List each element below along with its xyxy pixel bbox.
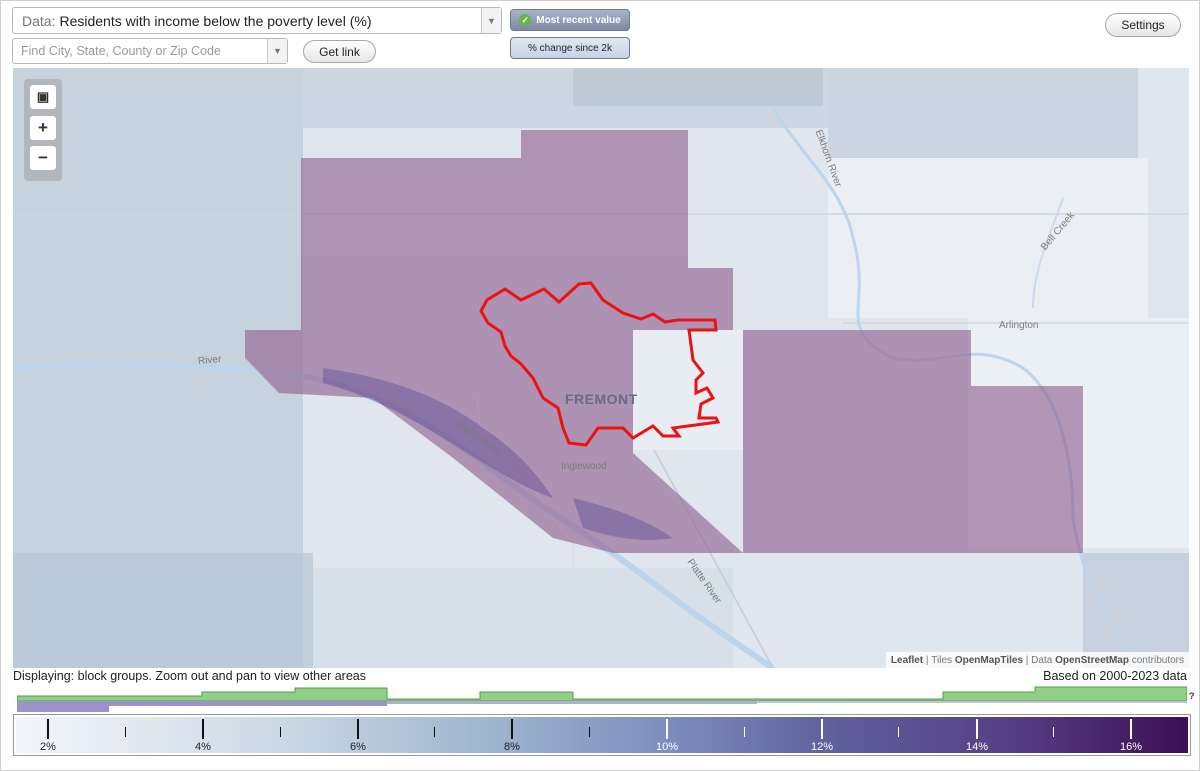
map-label-river-west: River	[197, 354, 222, 367]
settings-button[interactable]: Settings	[1105, 13, 1181, 37]
map-attribution: Leaflet | Tiles OpenMapTiles | Data Open…	[885, 652, 1189, 668]
city-outline	[479, 281, 721, 447]
most-recent-value-button[interactable]: ✓ Most recent value	[510, 9, 630, 31]
fullscreen-icon[interactable]: ▣	[30, 85, 56, 109]
zoom-in-button[interactable]: +	[30, 116, 56, 140]
zoom-control: ▣ + −	[24, 79, 62, 181]
legend-minor-tick	[898, 727, 899, 737]
chevron-down-icon[interactable]: ▼	[267, 39, 287, 63]
legend-label: 2%	[40, 741, 56, 753]
legend-tick	[357, 719, 359, 739]
legend-label: 8%	[504, 741, 520, 753]
legend-tick	[1130, 719, 1132, 739]
legend-tick	[511, 719, 513, 739]
legend-label: 10%	[655, 741, 679, 753]
data-selector-label: Data:	[22, 12, 56, 29]
openmaptiles-link[interactable]: OpenMapTiles	[954, 654, 1023, 666]
location-search-input[interactable]: Find City, State, County or Zip Code ▼	[12, 38, 288, 64]
legend-minor-tick	[434, 727, 435, 737]
map-canvas[interactable]: FREMONT Inglewood Arlington Bell Creek E…	[13, 68, 1189, 668]
unknown-value-mark: ?	[1189, 691, 1195, 701]
city-label: FREMONT	[565, 391, 638, 407]
legend-label: 6%	[350, 741, 366, 753]
legend-minor-tick	[280, 727, 281, 737]
legend-tick	[47, 719, 49, 739]
legend-label: 12%	[810, 741, 834, 753]
legend-tick	[821, 719, 823, 739]
legend-minor-tick	[125, 727, 126, 737]
leaflet-link[interactable]: Leaflet	[890, 654, 924, 666]
legend-label: 16%	[1119, 741, 1143, 753]
chevron-down-icon[interactable]: ▼	[481, 8, 501, 33]
color-legend: 2% 4% 6% 8% 10% 12% 14% 16%	[13, 714, 1191, 756]
legend-minor-tick	[744, 727, 745, 737]
legend-tick	[202, 719, 204, 739]
most-recent-value-label: Most recent value	[536, 14, 621, 26]
legend-label: 14%	[965, 741, 989, 753]
map-label-inglewood: Inglewood	[561, 461, 607, 472]
map-layers	[13, 68, 1189, 668]
openstreetmap-link[interactable]: OpenStreetMap	[1055, 654, 1129, 666]
search-placeholder: Find City, State, County or Zip Code	[21, 44, 221, 58]
data-range-note: Based on 2000-2023 data	[1043, 669, 1187, 683]
legend-tick	[666, 719, 668, 739]
data-selector[interactable]: Data: Residents with income below the po…	[12, 7, 502, 34]
percent-change-button[interactable]: % change since 2k	[510, 37, 630, 59]
legend-label: 4%	[195, 741, 211, 753]
legend-gradient: 2% 4% 6% 8% 10% 12% 14% 16%	[16, 717, 1188, 753]
legend-minor-tick	[589, 727, 590, 737]
data-selector-value: Residents with income below the poverty …	[59, 12, 372, 29]
distribution-histogram	[17, 686, 1187, 712]
get-link-button[interactable]: Get link	[303, 40, 376, 63]
display-note: Displaying: block groups. Zoom out and p…	[13, 669, 366, 683]
legend-minor-tick	[1053, 727, 1054, 737]
map-label-arlington: Arlington	[999, 320, 1039, 331]
legend-tick	[976, 719, 978, 739]
checkmark-icon: ✓	[519, 14, 532, 26]
percent-change-label: % change since 2k	[528, 42, 612, 54]
zoom-out-button[interactable]: −	[30, 146, 56, 170]
